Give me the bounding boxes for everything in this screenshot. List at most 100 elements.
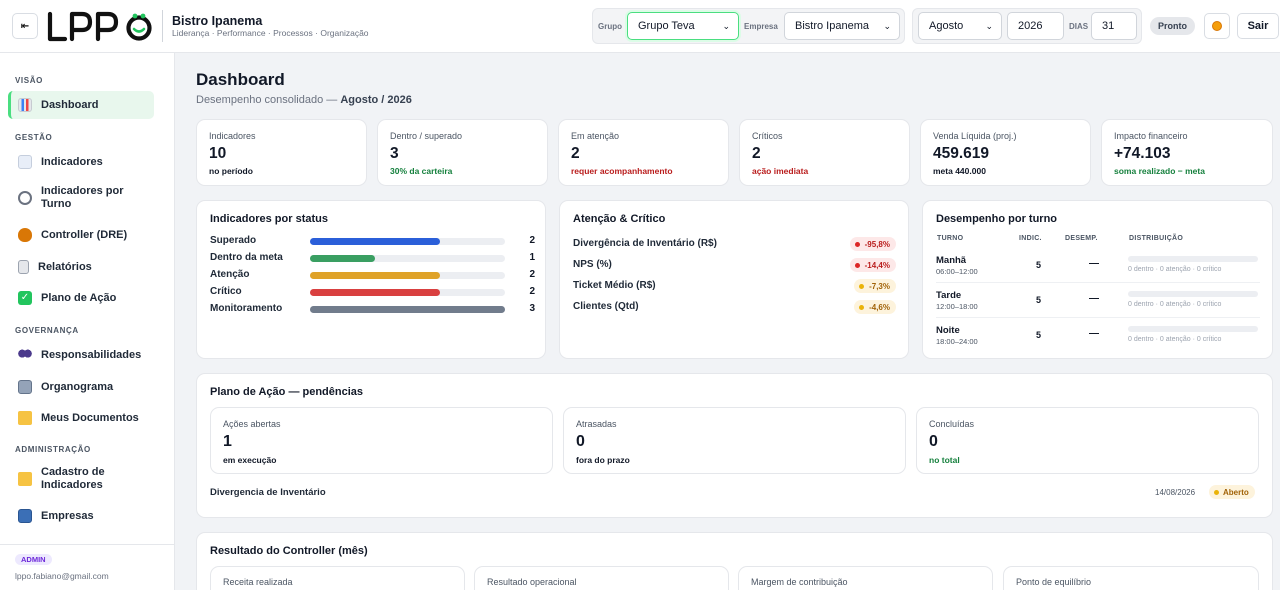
card-title: Atenção & Crítico	[573, 213, 666, 225]
status-count: 2	[529, 286, 535, 297]
sidebar-item-dashboard[interactable]: Dashboard	[8, 91, 154, 119]
company-tagline: Liderança · Performance · Processos · Or…	[172, 28, 369, 38]
kpi-card: Dentro / superado 3 30% da carteira	[377, 119, 548, 186]
variance-badge: -4,6%	[854, 300, 896, 314]
attention-card: Atenção & Crítico Divergência de Inventá…	[559, 200, 909, 359]
pending-action-title[interactable]: Divergencia de Inventário	[210, 487, 326, 498]
table-row: Tarde 12:00–18:00 5 — 0 dentro · 0 atenç…	[936, 283, 1260, 318]
month-select[interactable]: Agosto ⌄	[918, 12, 1002, 40]
controller-stat-card: Receita realizada	[210, 566, 465, 590]
card-title: Indicadores por status	[210, 213, 328, 225]
kpi-value: 459.619	[933, 145, 990, 162]
month-select-value: Agosto	[929, 20, 964, 32]
controller-stat-card: Resultado operacional	[474, 566, 729, 590]
subtitle-prefix: Desempenho consolidado —	[196, 94, 338, 106]
stat-value: 1	[223, 433, 232, 450]
list-item[interactable]: Divergência de Inventário (R$) -95,8%	[573, 237, 896, 252]
list-item[interactable]: Clientes (Qtd) -4,6%	[573, 300, 896, 315]
sidebar-section-governanca: GOVERNANÇA	[15, 326, 79, 335]
theme-toggle-button[interactable]	[1204, 13, 1230, 39]
kpi-card: Críticos 2 ação imediata	[739, 119, 910, 186]
grupo-select[interactable]: Grupo Teva ⌄	[627, 12, 739, 40]
kpi-note: ação imediata	[752, 166, 809, 176]
empresa-select-value: Bistro Ipanema	[795, 20, 869, 32]
empresa-select[interactable]: Bistro Ipanema ⌄	[784, 12, 900, 40]
card-title: Resultado do Controller (mês)	[210, 545, 368, 557]
status-bar-track	[310, 289, 505, 296]
distribution-text: 0 dentro · 0 atenção · 0 crítico	[1128, 301, 1222, 308]
turno-desemp: —	[1089, 258, 1099, 269]
turno-time: 18:00–24:00	[936, 337, 978, 346]
kpi-note: meta 440.000	[933, 166, 986, 176]
distribution-bar	[1128, 256, 1258, 262]
sidebar-item-label: Controller (DRE)	[41, 229, 128, 241]
stat-label: Margem de contribuição	[751, 577, 848, 587]
status-row: Atenção 2	[210, 269, 535, 283]
logo-divider	[162, 10, 163, 42]
status-count: 3	[529, 303, 535, 314]
stat-label: Concluídas	[929, 419, 975, 429]
stat-value: 0	[576, 433, 585, 450]
kpi-card: Impacto financeiro +74.103 soma realizad…	[1101, 119, 1273, 186]
sidebar-item-label: Relatórios	[38, 261, 92, 273]
grupo-label: Grupo	[598, 22, 622, 31]
variance-value: -4,6%	[869, 302, 890, 312]
stat-label: Atrasadas	[576, 419, 617, 429]
sidebar-item-cadastro-indicadores[interactable]: Cadastro de Indicadores	[8, 465, 154, 493]
stat-label: Ponto de equilíbrio	[1016, 577, 1092, 587]
sidebar-item-plano-acao[interactable]: ✓ Plano de Ação	[8, 290, 154, 306]
clock-icon	[18, 191, 32, 205]
variance-value: -95,8%	[864, 239, 890, 249]
status-dot-icon	[859, 304, 865, 310]
indicator-name: Clientes (Qtd)	[573, 301, 639, 312]
status-bar-track	[310, 306, 505, 313]
status-bar-track	[310, 238, 505, 245]
variance-value: -14,4%	[864, 260, 890, 270]
pending-action-status: Aberto	[1209, 485, 1255, 499]
controller-stat-card: Ponto de equilíbrio	[1003, 566, 1259, 590]
collapse-left-icon[interactable]: ⇤	[12, 13, 38, 39]
sidebar-item-organograma[interactable]: Organograma	[8, 379, 154, 395]
sidebar-section-visao: VISÃO	[15, 76, 43, 85]
controller-stat-card: Margem de contribuição	[738, 566, 993, 590]
sidebar-item-indicadores-turno[interactable]: Indicadores por Turno	[8, 184, 154, 212]
list-item[interactable]: NPS (%) -14,4%	[573, 258, 896, 273]
sidebar-item-meus-documentos[interactable]: Meus Documentos	[8, 410, 154, 426]
kpi-value: 2	[752, 145, 761, 162]
stat-note: em execução	[223, 455, 277, 465]
status-label: Dentro da meta	[210, 252, 283, 263]
sidebar-item-empresas[interactable]: Empresas	[8, 508, 154, 524]
status-count: 1	[529, 252, 535, 263]
kpi-label: Impacto financeiro	[1114, 131, 1188, 141]
action-stat-card: Atrasadas 0 fora do prazo	[563, 407, 906, 474]
status-row: Dentro da meta 1	[210, 252, 535, 266]
status-label: Crítico	[210, 286, 242, 297]
page-subtitle: Desempenho consolidado — Agosto / 2026	[196, 94, 412, 106]
dias-input[interactable]: 31	[1091, 12, 1137, 40]
indicator-name: Ticket Médio (R$)	[573, 280, 656, 291]
kpi-label: Em atenção	[571, 131, 620, 141]
distribution-text: 0 dentro · 0 atenção · 0 crítico	[1128, 266, 1222, 273]
kpi-value: 3	[390, 145, 399, 162]
table-row: Manhã 06:00–12:00 5 — 0 dentro · 0 atenç…	[936, 248, 1260, 283]
turno-name: Manhã	[936, 255, 967, 266]
kpi-label: Indicadores	[209, 131, 256, 141]
sidebar-item-controller[interactable]: Controller (DRE)	[8, 227, 154, 243]
sidebar-item-indicadores[interactable]: Indicadores	[8, 154, 154, 170]
list-item[interactable]: Ticket Médio (R$) -7,3%	[573, 279, 896, 294]
sidebar-item-relatorios[interactable]: Relatórios	[8, 259, 154, 275]
folder-open-icon	[18, 472, 32, 486]
sidebar-item-responsabilidades[interactable]: Responsabilidades	[8, 347, 154, 363]
sidebar-item-label: Indicadores	[41, 156, 103, 168]
building-icon	[18, 380, 32, 394]
sidebar-item-label: Plano de Ação	[41, 292, 117, 304]
year-input[interactable]: 2026	[1007, 12, 1064, 40]
sidebar-item-label: Empresas	[41, 510, 94, 522]
status-row: Monitoramento 3	[210, 303, 535, 317]
kpi-label: Críticos	[752, 131, 783, 141]
kpi-card: Em atenção 2 requer acompanhamento	[558, 119, 729, 186]
logout-button[interactable]: Sair	[1237, 13, 1279, 39]
group-company-filter: Grupo Grupo Teva ⌄ Empresa Bistro Ipanem…	[592, 8, 905, 44]
stat-value: 0	[929, 433, 938, 450]
action-stat-card: Ações abertas 1 em execução	[210, 407, 553, 474]
